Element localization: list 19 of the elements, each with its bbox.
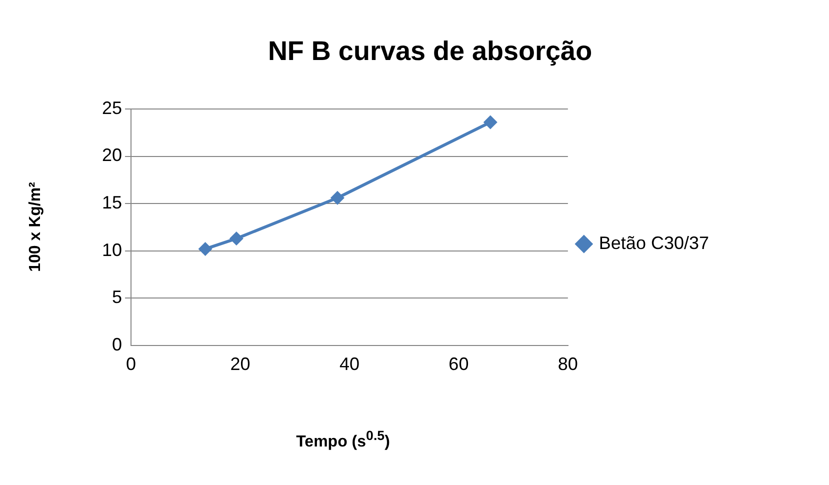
point bbox=[483, 115, 498, 130]
y-tick-label: 5 bbox=[112, 287, 122, 308]
y-tick-label: 15 bbox=[102, 192, 122, 213]
y-tick-label: 25 bbox=[102, 98, 122, 118]
y-axis-title: 100 x Kg/m² bbox=[27, 182, 45, 272]
x-tick-label: 80 bbox=[558, 354, 578, 374]
point bbox=[330, 190, 344, 205]
x-axis-title: Tempo (s$^{0.5}$) bbox=[295, 428, 391, 452]
point bbox=[198, 242, 212, 256]
x-tick-label: 40 bbox=[339, 354, 360, 374]
x-tick-label: 20 bbox=[230, 354, 250, 374]
legend-label: Betão C30/37 bbox=[598, 232, 710, 253]
x-tick-label: 60 bbox=[448, 354, 469, 374]
y-tick-label: 10 bbox=[102, 240, 122, 260]
x-tick-label: 0 bbox=[126, 354, 136, 374]
y-tick-label: 20 bbox=[102, 145, 122, 166]
point bbox=[229, 232, 244, 246]
chart-title: NF B curvas de absorção bbox=[266, 36, 594, 67]
y-tick-label: 0 bbox=[112, 334, 122, 354]
